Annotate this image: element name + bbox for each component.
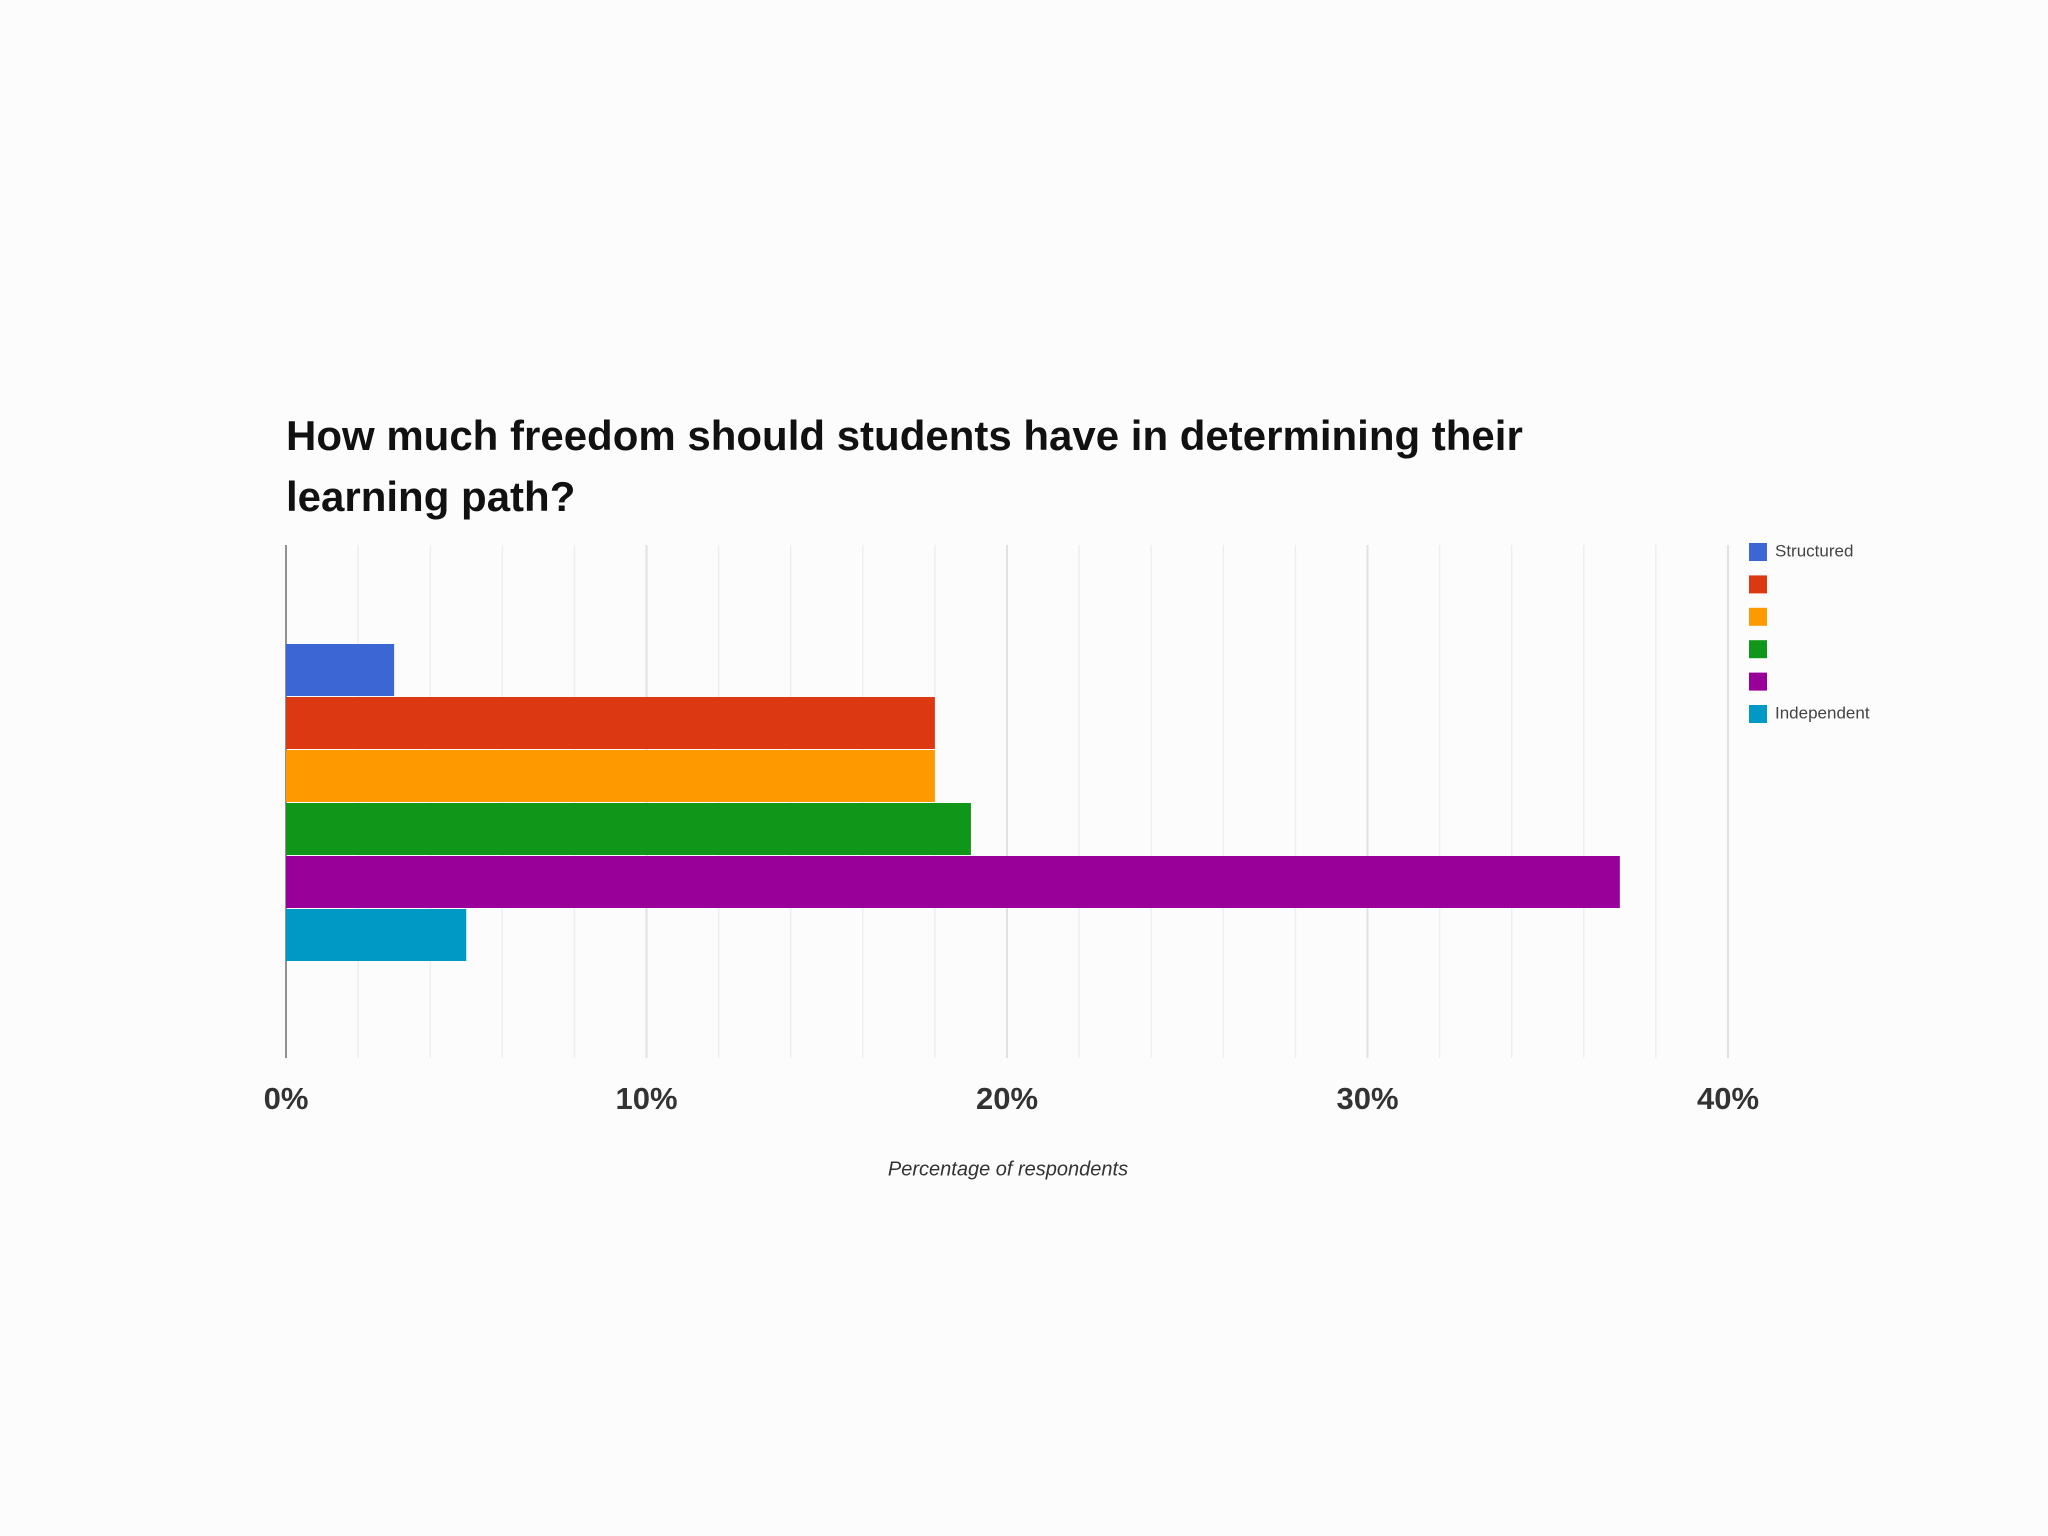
legend-swatch: [1749, 543, 1767, 561]
x-tick-label: 20%: [976, 1081, 1038, 1116]
legend-swatch: [1749, 575, 1767, 594]
legend-swatch: [1749, 607, 1767, 626]
legend-swatch: [1749, 705, 1767, 723]
legend-label: Independent: [1775, 703, 1870, 722]
x-tick-label: 10%: [615, 1081, 677, 1116]
bar: [286, 644, 395, 696]
bar: [286, 697, 935, 749]
x-tick-label: 30%: [1336, 1081, 1398, 1116]
legend-swatch: [1749, 640, 1767, 659]
x-axis-label: Percentage of respondents: [888, 1158, 1128, 1180]
legend-swatch: [1749, 672, 1767, 691]
x-tick-label: 40%: [1697, 1081, 1759, 1116]
x-tick-label: 0%: [264, 1081, 309, 1116]
bar: [286, 803, 971, 855]
bar: [286, 856, 1620, 908]
chart-title: How much freedom should students have in…: [286, 412, 1523, 520]
legend-label: Structured: [1775, 541, 1853, 560]
bar: [286, 750, 935, 802]
bar: [286, 909, 467, 961]
